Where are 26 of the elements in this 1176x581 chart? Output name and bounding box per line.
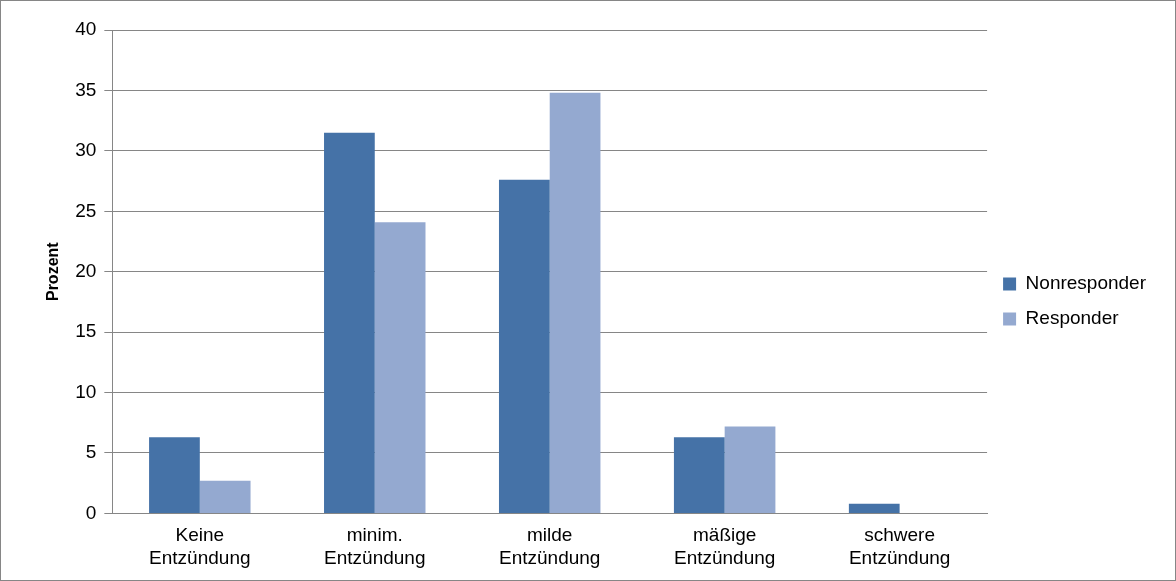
y-tick-label: 20 (75, 259, 97, 281)
y-tick-label: 5 (85, 441, 97, 463)
bar (199, 480, 251, 513)
bar (324, 132, 375, 513)
bar (848, 503, 900, 513)
bar (549, 92, 601, 513)
y-tick-label: 0 (85, 501, 97, 523)
x-tick-label: Keine Entzündung (149, 524, 251, 568)
bar (498, 179, 550, 513)
y-tick-label: 30 (75, 139, 97, 161)
x-tick-label: schwere Entzündung (848, 524, 951, 568)
bar (724, 426, 776, 513)
y-tick-label: 25 (75, 199, 97, 221)
legend-label: Nonresponder (1025, 272, 1147, 294)
x-tick-label: mäßige Entzündung (673, 524, 776, 568)
y-tick-label: 15 (75, 320, 97, 342)
bar (374, 222, 426, 513)
legend-label: Responder (1025, 307, 1120, 329)
y-tick-label: 40 (75, 18, 97, 40)
y-tick-label: 10 (75, 380, 97, 402)
bar (673, 437, 725, 513)
bar (149, 437, 200, 513)
x-tick-label: minim. Entzündung (324, 524, 426, 568)
y-axis-title: Prozent (44, 241, 62, 302)
x-tick-label: milde Entzündung (499, 524, 601, 568)
y-tick-label: 35 (75, 78, 97, 100)
